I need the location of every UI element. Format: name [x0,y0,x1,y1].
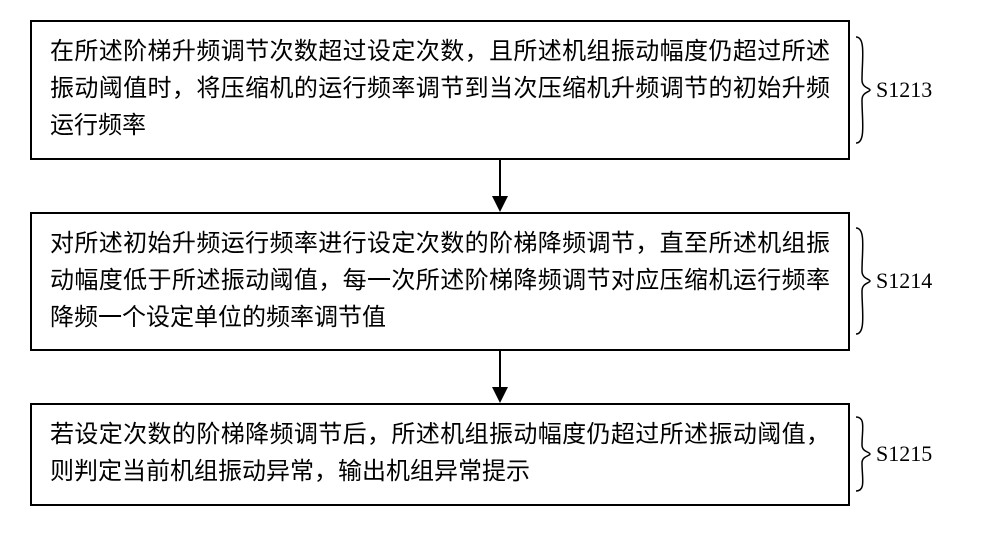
step-text-3: 若设定次数的阶梯降频调节后，所述机组振动幅度仍超过所述振动阈值，则判定当前机组振… [50,422,830,485]
step-label-3-wrap: S1215 [852,415,932,493]
arrow-down-icon [488,351,512,403]
step-box-2: 对所述初始升频运行频率进行设定次数的阶梯降频调节，直至所述机组振动幅度低于所述振… [30,212,850,352]
step-label-2: S1214 [876,268,932,294]
step-text-2: 对所述初始升频运行频率进行设定次数的阶梯降频调节，直至所述机组振动幅度低于所述振… [50,231,830,331]
step-box-3: 若设定次数的阶梯降频调节后，所述机组振动幅度仍超过所述振动阈值，则判定当前机组振… [30,403,850,505]
step-row-2: 对所述初始升频运行频率进行设定次数的阶梯降频调节，直至所述机组振动幅度低于所述振… [30,212,970,352]
step-text-1: 在所述阶梯升频调节次数超过设定次数，且所述机组振动幅度仍超过所述振动阈值时，将压… [50,39,830,139]
flowchart-container: 在所述阶梯升频调节次数超过设定次数，且所述机组振动幅度仍超过所述振动阈值时，将压… [30,20,970,506]
arrow-down-icon [488,160,512,212]
arrow-2 [90,351,910,403]
step-label-3: S1215 [876,441,932,467]
arrow-1 [90,160,910,212]
step-row-1: 在所述阶梯升频调节次数超过设定次数，且所述机组振动幅度仍超过所述振动阈值时，将压… [30,20,970,160]
step-label-1: S1213 [876,77,932,103]
step-label-2-wrap: S1214 [852,226,932,336]
step-box-1: 在所述阶梯升频调节次数超过设定次数，且所述机组振动幅度仍超过所述振动阈值时，将压… [30,20,850,160]
step-row-3: 若设定次数的阶梯降频调节后，所述机组振动幅度仍超过所述振动阈值，则判定当前机组振… [30,403,970,505]
brace-icon [852,226,872,336]
brace-icon [852,35,872,145]
brace-icon [852,415,872,493]
step-label-1-wrap: S1213 [852,35,932,145]
